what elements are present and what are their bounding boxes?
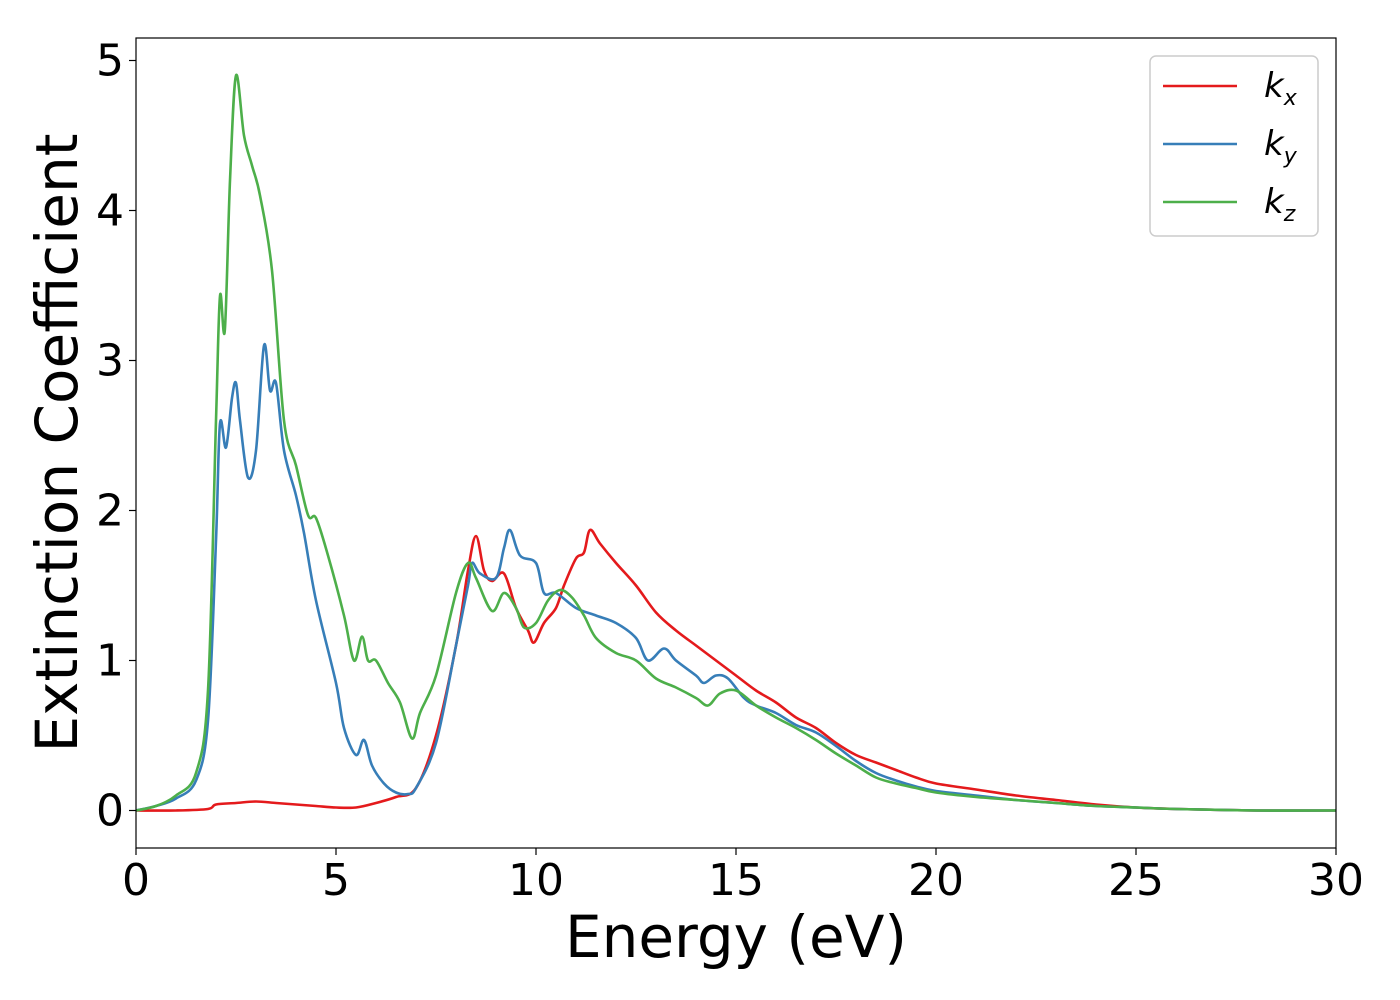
x-tick-label: 20 <box>908 855 964 906</box>
legend-label-kx: kx <box>1264 66 1298 111</box>
y-axis-ticks: 0 1 2 3 4 5 <box>96 36 136 837</box>
legend-label-ky: ky <box>1264 124 1298 169</box>
x-tick-label: 5 <box>322 855 350 906</box>
legend: kx ky kz <box>1149 55 1319 237</box>
legend-box <box>1149 55 1319 237</box>
y-tick-label: 5 <box>96 36 124 87</box>
series-line-ky <box>135 342 1337 812</box>
x-tick-label: 25 <box>1108 855 1164 906</box>
series-line-kz <box>135 73 1337 812</box>
y-tick-label: 0 <box>96 786 124 837</box>
series-layer <box>135 73 1337 812</box>
x-axis-title: Energy (eV) <box>565 903 907 971</box>
y-tick-label: 4 <box>96 186 124 237</box>
series-line-kx <box>135 528 1337 812</box>
x-tick-label: 30 <box>1308 855 1364 906</box>
x-axis-ticks: 0 5 10 15 20 25 30 <box>122 848 1364 906</box>
legend-label-kz: kz <box>1264 182 1296 227</box>
x-tick-label: 10 <box>508 855 564 906</box>
y-tick-label: 2 <box>96 486 124 537</box>
y-axis-title: Extinction Coefficient <box>23 134 91 753</box>
plot-background <box>136 38 1336 848</box>
y-tick-label: 1 <box>96 636 124 687</box>
x-tick-label: 15 <box>708 855 764 906</box>
y-tick-label: 3 <box>96 336 124 387</box>
x-tick-label: 0 <box>122 855 150 906</box>
